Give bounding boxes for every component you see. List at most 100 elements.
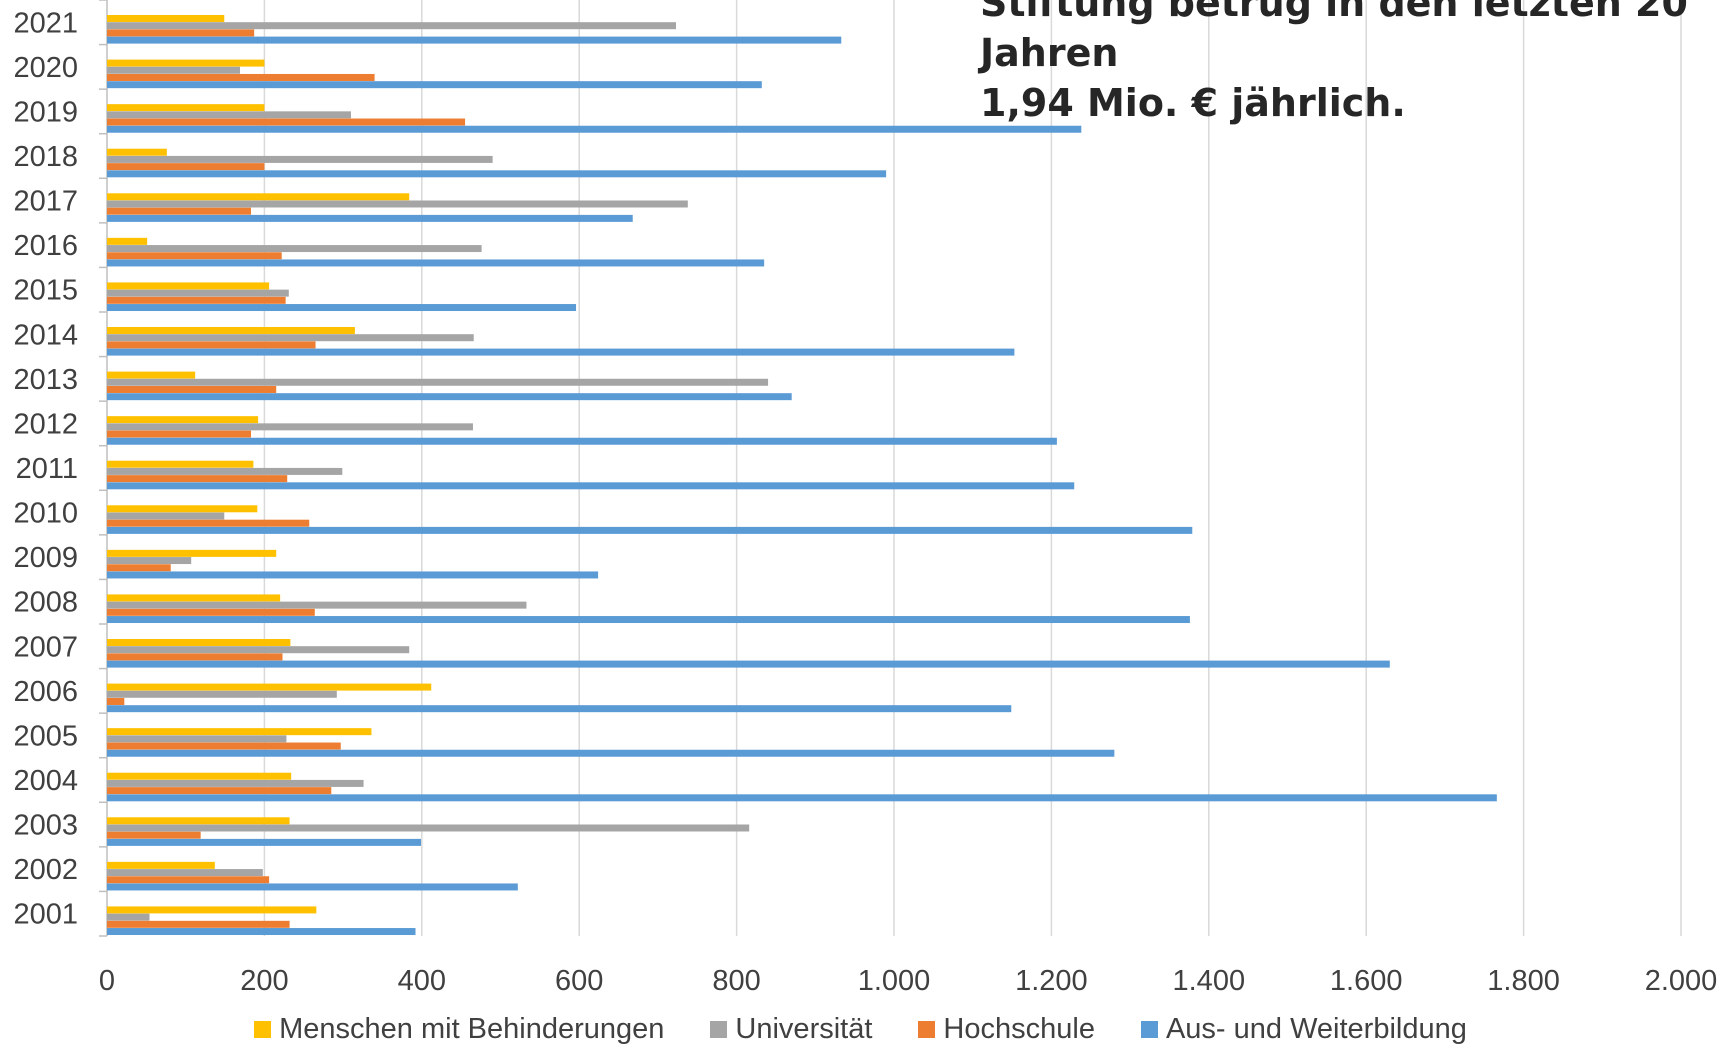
bar xyxy=(107,430,252,438)
bar xyxy=(107,467,343,475)
bar xyxy=(107,36,842,44)
bar xyxy=(107,289,289,297)
bar xyxy=(107,304,577,312)
bar xyxy=(107,22,677,30)
bar xyxy=(107,526,1193,534)
legend-swatch xyxy=(710,1020,728,1038)
bar xyxy=(107,59,265,67)
bar xyxy=(107,883,518,891)
bar xyxy=(107,66,241,74)
y-category-label: 2011 xyxy=(16,453,78,485)
bar xyxy=(107,200,688,208)
bar xyxy=(107,245,482,253)
bar xyxy=(107,237,148,245)
legend-item: Universität xyxy=(710,1013,872,1046)
bar xyxy=(107,334,474,342)
x-tick-label: 1.200 xyxy=(1015,965,1088,997)
bar xyxy=(107,327,355,334)
bar xyxy=(107,341,316,349)
bar xyxy=(107,505,258,513)
bar xyxy=(107,742,341,750)
bar xyxy=(107,653,283,661)
bar xyxy=(107,869,263,877)
legend-item: Aus- und Weiterbildung xyxy=(1140,1013,1467,1046)
bar xyxy=(107,549,277,557)
bar xyxy=(107,787,332,795)
legend-swatch xyxy=(254,1020,272,1038)
bar xyxy=(107,779,364,787)
bar xyxy=(107,475,288,483)
bar xyxy=(107,482,1075,490)
chart-annotation: Stiftung betrug in den letzten 20 Jahren… xyxy=(980,0,1688,125)
x-tick-label: 800 xyxy=(712,965,760,997)
bar xyxy=(107,437,1057,445)
bar xyxy=(107,423,473,431)
bar xyxy=(107,460,254,468)
bar xyxy=(107,735,287,743)
bar xyxy=(107,125,1082,133)
x-tick-label: 400 xyxy=(398,965,446,997)
legend-label: Menschen mit Behinderungen xyxy=(279,1012,665,1045)
bar xyxy=(107,594,281,602)
bar xyxy=(107,913,150,921)
bar xyxy=(107,601,527,609)
y-category-label: 2006 xyxy=(13,676,78,708)
y-category-label: 2015 xyxy=(13,275,78,307)
legend-item: Hochschule xyxy=(918,1013,1095,1046)
bar xyxy=(107,906,317,914)
bar xyxy=(107,378,769,386)
bar xyxy=(107,705,1012,713)
legend-label: Universität xyxy=(735,1012,873,1045)
x-tick-label: 2.000 xyxy=(1645,965,1718,997)
chart-legend: Menschen mit Behinderungen Universität Hoc… xyxy=(0,1010,1721,1048)
bar xyxy=(107,928,416,936)
bar xyxy=(107,296,286,304)
y-category-label: 2018 xyxy=(13,141,78,173)
bar xyxy=(107,749,1115,757)
bar xyxy=(107,571,599,579)
bar xyxy=(107,207,252,215)
y-category-label: 2016 xyxy=(13,230,78,262)
bar xyxy=(107,876,270,884)
bar xyxy=(107,104,265,112)
bar xyxy=(107,81,762,89)
legend-item: Menschen mit Behinderungen xyxy=(254,1013,664,1046)
bar xyxy=(107,163,265,171)
y-category-label: 2014 xyxy=(13,319,78,351)
bar xyxy=(107,29,255,37)
bar xyxy=(107,660,1390,668)
y-category-label: 2017 xyxy=(13,186,78,218)
bar xyxy=(107,639,291,646)
bar xyxy=(107,824,750,832)
bar xyxy=(107,646,410,654)
legend-swatch xyxy=(918,1020,936,1038)
y-category-label: 2008 xyxy=(13,587,78,619)
bar xyxy=(107,118,466,126)
bar xyxy=(107,416,259,424)
bar xyxy=(107,920,290,928)
bar xyxy=(107,683,432,691)
y-category-label: 2019 xyxy=(13,96,78,128)
bar xyxy=(107,831,201,839)
bar xyxy=(107,616,1190,624)
bar xyxy=(107,690,337,698)
y-category-label: 2010 xyxy=(13,498,78,530)
y-category-label: 2002 xyxy=(13,854,78,886)
bar xyxy=(107,148,167,156)
y-category-label: 2020 xyxy=(13,52,78,84)
x-tick-label: 1.800 xyxy=(1487,965,1560,997)
bar xyxy=(107,728,372,736)
bar xyxy=(107,348,1015,356)
bar xyxy=(107,564,171,572)
y-category-label: 2013 xyxy=(13,364,78,396)
y-category-label: 2012 xyxy=(13,408,78,440)
bar xyxy=(107,608,315,616)
bar xyxy=(107,371,196,379)
bar xyxy=(107,193,410,201)
bar xyxy=(107,155,493,163)
bar xyxy=(107,385,277,393)
bar xyxy=(107,817,290,825)
bar xyxy=(107,794,1497,802)
bar xyxy=(107,111,351,119)
bar xyxy=(107,772,292,780)
